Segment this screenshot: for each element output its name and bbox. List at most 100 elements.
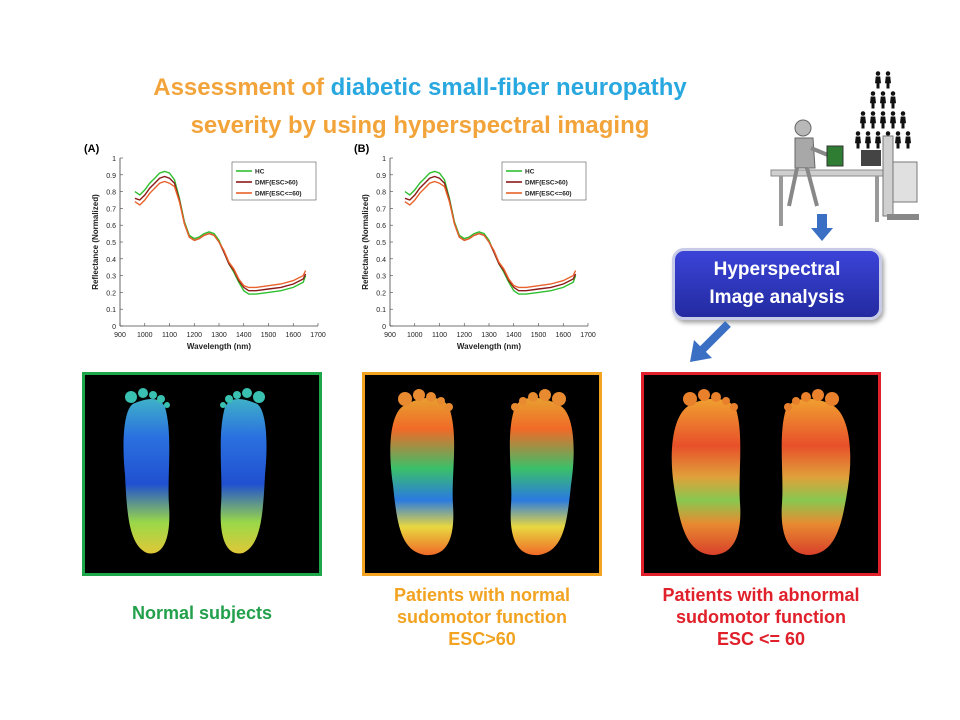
person-figure-icon — [890, 111, 896, 129]
x-tick-label: 1700 — [580, 332, 596, 339]
person-figure-icon — [870, 91, 876, 109]
analysis-line-1: Hyperspectral — [713, 259, 841, 280]
legend-label-1: DMF(ESC>60) — [525, 180, 568, 187]
x-tick-label: 1100 — [162, 332, 177, 339]
title-part-orange: Assessment of — [153, 74, 331, 101]
heatmap-panel-esc-le60 — [641, 372, 881, 576]
x-tick-label: 1500 — [261, 332, 277, 339]
person-figure-icon — [880, 111, 886, 129]
caption-esc-le60-line-1: Patients with abnormal — [662, 585, 860, 605]
person-figure-icon — [890, 91, 896, 109]
person-figure-icon — [905, 131, 911, 149]
analysis-line-2: Image analysis — [709, 287, 845, 308]
foot-heatmap-esc-gt60 — [390, 389, 574, 556]
y-axis-label: Reflectance (Normalized) — [361, 194, 370, 290]
y-tick-label: 0.8 — [106, 190, 116, 197]
legend-label-0: HC — [255, 169, 265, 176]
x-tick-label: 1100 — [432, 332, 447, 339]
y-tick-label: 0.7 — [376, 206, 386, 213]
monitor-icon — [826, 145, 844, 167]
caption-esc-gt60-line-2: sudomotor function — [397, 607, 567, 627]
foot-heatmap-esc-le60 — [671, 389, 851, 555]
reflectance-chart-b: (B) 0 0.1 0.2 0.3 0.4 0.5 0.6 0.7 0.8 0.9 1 900 1000 1… — [354, 143, 596, 351]
x-axis-label: Wavelength (nm) — [457, 342, 521, 351]
caption-normal-line-1: Normal subjects — [131, 603, 273, 623]
legend-label-2: DMF(ESC<=60) — [525, 191, 572, 198]
y-tick-label: 0.3 — [376, 274, 386, 281]
x-tick-label: 1500 — [531, 332, 547, 339]
x-tick-label: 1300 — [481, 332, 497, 339]
y-tick-label: 1 — [112, 156, 116, 163]
y-tick-label: 0.6 — [106, 223, 116, 230]
x-tick-label: 1000 — [407, 332, 423, 339]
y-tick-label: 0.9 — [376, 173, 386, 180]
y-tick-label: 0.6 — [376, 223, 386, 230]
y-tick-label: 0.5 — [106, 240, 116, 247]
person-figure-icon — [860, 111, 866, 129]
person-figure-icon — [855, 131, 861, 149]
y-tick-label: 0.1 — [376, 307, 386, 314]
x-tick-label: 1600 — [555, 332, 571, 339]
down-arrow-icon — [811, 214, 833, 241]
caption-esc-le60-line-2: sudomotor function — [676, 607, 846, 627]
caption-esc-le60: Patients with abnormal sudomotor functio… — [621, 584, 901, 650]
x-tick-label: 1400 — [506, 332, 522, 339]
person-figure-icon — [900, 111, 906, 129]
title-line-2: severity by using hyperspectral imaging — [190, 112, 650, 139]
legend-label-2: DMF(ESC<=60) — [255, 191, 302, 198]
x-tick-label: 1600 — [285, 332, 301, 339]
x-tick-label: 1700 — [310, 332, 326, 339]
y-tick-label: 0.4 — [376, 257, 386, 264]
person-figure-icon — [875, 71, 881, 89]
heatmap-panel-normal — [82, 372, 322, 576]
y-tick-label: 0.2 — [106, 290, 116, 297]
heatmap-panel-esc-gt60 — [362, 372, 602, 576]
y-tick-label: 1 — [382, 156, 386, 163]
y-tick-label: 0.4 — [106, 257, 116, 264]
title-line-1: Assessment of diabetic small-fiber neuro… — [80, 74, 760, 102]
y-tick-label: 0.1 — [106, 307, 116, 314]
series-line-2 — [404, 180, 577, 289]
person-figure-icon — [870, 111, 876, 129]
person-figure-icon — [880, 91, 886, 109]
title-part-blue: diabetic small-fiber neuropathy — [330, 74, 687, 101]
caption-esc-gt60: Patients with normal sudomotor function … — [342, 584, 622, 650]
legend-label-0: HC — [525, 169, 535, 176]
person-figure-icon — [895, 131, 901, 149]
series-line-0 — [134, 170, 307, 295]
clinical-setup-illustration — [770, 71, 919, 226]
x-tick-label: 900 — [384, 332, 396, 339]
caption-esc-gt60-line-1: Patients with normal — [393, 585, 571, 605]
caption-esc-le60-line-3: ESC <= 60 — [716, 629, 806, 649]
caption-normal: Normal subjects — [82, 602, 322, 624]
caption-esc-gt60-line-3: ESC>60 — [448, 629, 516, 649]
y-tick-label: 0.2 — [376, 290, 386, 297]
hyperspectral-analysis-box: Hyperspectral Image analysis — [672, 248, 882, 320]
population-icon — [855, 71, 911, 149]
y-tick-label: 0.9 — [106, 173, 116, 180]
y-tick-label: 0.7 — [106, 206, 116, 213]
foot-heatmap-normal — [123, 388, 267, 554]
y-tick-label: 0 — [382, 324, 386, 331]
y-tick-label: 0.8 — [376, 190, 386, 197]
x-tick-label: 1000 — [137, 332, 153, 339]
x-axis-label: Wavelength (nm) — [187, 342, 251, 351]
x-tick-label: 1200 — [456, 332, 472, 339]
diagonal-arrow-icon — [690, 321, 731, 362]
x-tick-label: 1300 — [211, 332, 227, 339]
x-tick-label: 1200 — [186, 332, 202, 339]
hyperspectral-camera-icon — [861, 135, 919, 220]
x-tick-label: 1400 — [236, 332, 252, 339]
person-figure-icon — [885, 71, 891, 89]
x-tick-label: 900 — [114, 332, 126, 339]
panel-label: (A) — [84, 143, 100, 155]
y-tick-label: 0.5 — [376, 240, 386, 247]
person-figure-icon — [875, 131, 881, 149]
y-tick-label: 0 — [112, 324, 116, 331]
reflectance-chart-a: (A) 0 0.1 0.2 0.3 0.4 0.5 0.6 0.7 0.8 0.9 1 900 1000 1… — [84, 143, 326, 351]
y-axis-label: Reflectance (Normalized) — [91, 194, 100, 290]
series-line-2 — [134, 180, 307, 289]
series-line-0 — [404, 170, 577, 295]
panel-label: (B) — [354, 143, 370, 155]
legend-label-1: DMF(ESC>60) — [255, 180, 298, 187]
